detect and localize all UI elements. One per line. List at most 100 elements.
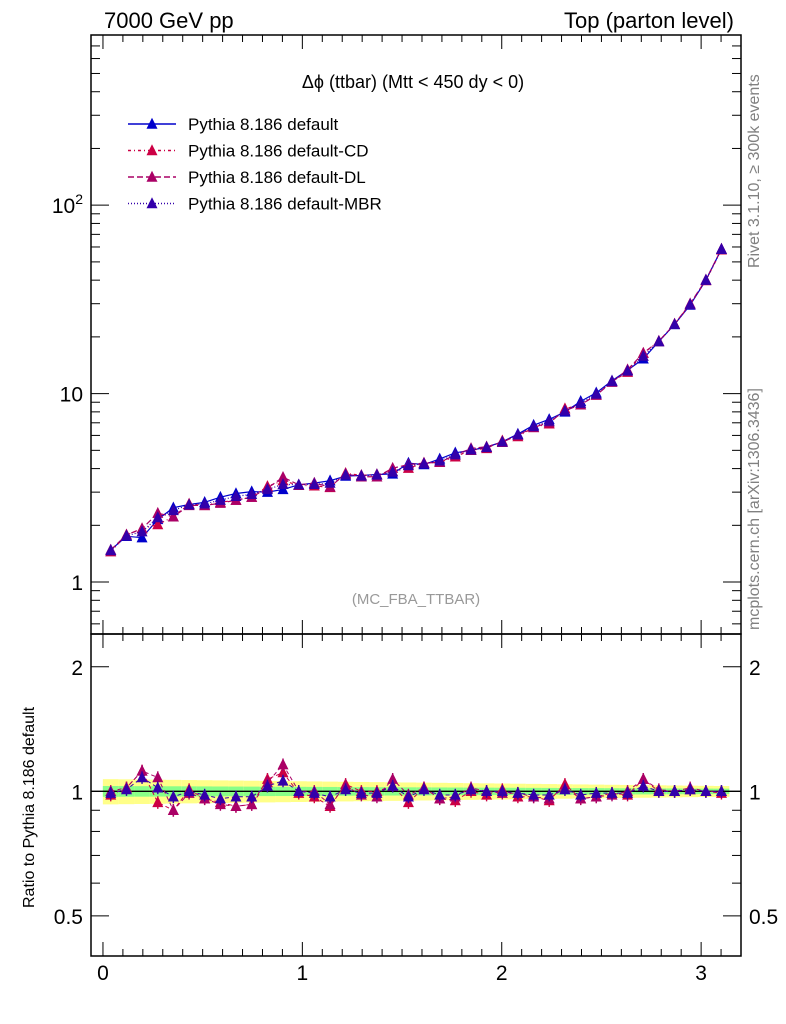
ratio-1-point	[277, 758, 289, 770]
ratio-2-point	[371, 786, 383, 798]
ratio-2-point	[481, 785, 493, 797]
ratio-y-tick-label-left: 0.5	[54, 906, 83, 929]
series-3-point	[371, 468, 383, 480]
ratio-y-tick-label-left: 1	[71, 781, 83, 804]
ratio-2-point	[199, 788, 211, 800]
series-3-point	[293, 478, 305, 490]
series-3-point	[246, 488, 258, 500]
ratio-2-point	[684, 783, 696, 795]
ratio-2-point	[575, 788, 587, 800]
series-line-2	[110, 248, 722, 551]
series-3-point	[340, 468, 352, 480]
ratio-1-point	[324, 798, 336, 810]
ratio-plot-frame	[90, 633, 742, 957]
ratio-2-point	[308, 786, 320, 798]
ratio-2-point	[465, 783, 477, 795]
series-line-0	[110, 248, 722, 551]
ratio-2-point	[590, 786, 602, 798]
series-3-point	[230, 490, 242, 502]
series-3-point	[653, 335, 665, 347]
ratio-line-0	[110, 770, 722, 811]
series-0-point	[136, 531, 148, 543]
ratio-2-point	[700, 785, 712, 797]
ratio-2-point	[261, 779, 273, 791]
legend-label-1: Pythia 8.186 default-CD	[188, 142, 369, 161]
ratio-2-point	[512, 786, 524, 798]
ratio-2-point	[246, 790, 258, 802]
x-tick-label: 2	[496, 962, 508, 985]
ratio-1-point	[136, 764, 148, 776]
series-line-1	[110, 249, 722, 553]
ratio-y-tick-label-right: 1	[749, 781, 761, 804]
ratio-2-point	[214, 792, 226, 804]
series-3-point	[684, 298, 696, 310]
ratio-2-point	[293, 785, 305, 797]
series-3-point	[434, 454, 446, 466]
series-3-point	[622, 364, 634, 376]
ratio-1-point	[152, 771, 164, 783]
ratio-2-point	[402, 790, 414, 802]
ratio-2-point	[496, 785, 508, 797]
ratio-2-point	[528, 788, 540, 800]
series-3-point	[418, 457, 430, 469]
series-3-point	[543, 414, 555, 426]
ratio-2-point	[324, 790, 336, 802]
series-3-point	[481, 441, 493, 453]
ratio-2-point	[152, 781, 164, 793]
series-3-point	[637, 349, 649, 361]
ratio-2-point	[418, 783, 430, 795]
ratio-2-point	[105, 786, 117, 798]
ratio-2-point	[622, 786, 634, 798]
y-tick-label: 1	[71, 572, 83, 595]
ratio-1-point	[230, 800, 242, 812]
legend-marker-2	[146, 170, 158, 182]
ratio-line-2	[110, 776, 722, 800]
ratio-1-point	[246, 798, 258, 810]
ratio-2-point	[715, 785, 727, 797]
series-3-point	[355, 469, 367, 481]
series-3-point	[402, 459, 414, 471]
series-3-point	[496, 435, 508, 447]
series-3-point	[261, 483, 273, 495]
series-3-point	[308, 478, 320, 490]
series-3-point	[120, 529, 132, 541]
ratio-0-point	[277, 766, 289, 778]
header-left: 7000 GeV pp	[104, 8, 234, 33]
ratio-2-point	[637, 779, 649, 791]
series-3-point	[199, 497, 211, 509]
ratio-2-point	[136, 771, 148, 783]
ratio-2-point	[340, 783, 352, 795]
ratio-2-point	[167, 790, 179, 802]
series-3-point	[590, 387, 602, 399]
series-3-point	[715, 243, 727, 255]
ratio-2-point	[434, 788, 446, 800]
analysis-tag: (MC_FBA_TTBAR)	[352, 591, 480, 608]
series-3-point	[167, 504, 179, 516]
series-3-point	[559, 404, 571, 416]
series-3-point	[465, 443, 477, 455]
series-3-point	[214, 493, 226, 505]
series-3-point	[324, 476, 336, 488]
series-3-point	[528, 420, 540, 432]
ratio-2-point	[230, 790, 242, 802]
ratio-2-point	[449, 788, 461, 800]
ratio-2-point	[669, 785, 681, 797]
header-right: Top (parton level)	[564, 8, 734, 33]
series-2-point	[277, 470, 289, 482]
legend-marker-1	[146, 144, 158, 156]
series-1-point	[152, 518, 164, 530]
ratio-2-point	[355, 786, 367, 798]
series-3-point	[183, 498, 195, 510]
ratio-1-point	[167, 803, 179, 815]
ratio-y-tick-label-right: 2	[749, 657, 761, 680]
legend-marker-3	[146, 197, 158, 209]
y-tick-label: 10	[60, 384, 83, 407]
series-3-point	[669, 318, 681, 330]
series-3-point	[449, 448, 461, 460]
x-tick-label: 1	[297, 962, 309, 985]
ratio-2-point	[543, 788, 555, 800]
legend-label-3: Pythia 8.186 default-MBR	[188, 195, 382, 214]
series-3-point	[136, 525, 148, 537]
ratio-2-point	[606, 786, 618, 798]
